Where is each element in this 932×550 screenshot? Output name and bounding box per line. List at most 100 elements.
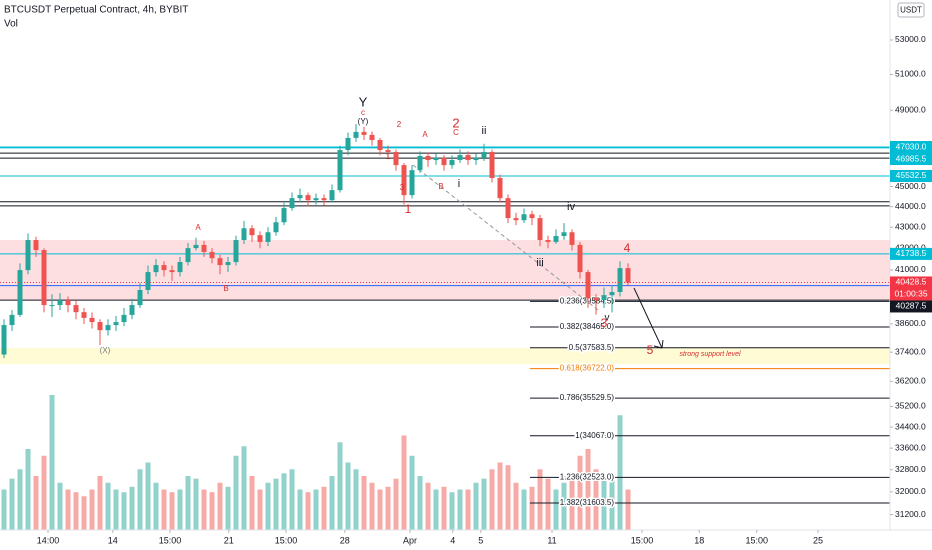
volume-bar bbox=[585, 449, 591, 530]
price-tag-label: 40428.5 bbox=[896, 277, 927, 287]
wave-label: (X) bbox=[100, 346, 111, 355]
candle-body bbox=[521, 214, 527, 221]
wave-label: C bbox=[453, 128, 459, 137]
candle-body bbox=[601, 295, 607, 301]
fib-label: 0.786(35529.5) bbox=[560, 393, 615, 402]
y-tick-label: 41000.0 bbox=[895, 264, 926, 274]
x-tick-label: 15:00 bbox=[631, 535, 654, 545]
wave-label: 2 bbox=[397, 120, 402, 129]
volume-bar bbox=[161, 489, 167, 530]
wave-label: B bbox=[438, 182, 443, 191]
volume-bar bbox=[257, 489, 263, 530]
candle-body bbox=[513, 218, 519, 221]
candle-body bbox=[353, 131, 359, 138]
volume-bar bbox=[313, 489, 319, 530]
price-tag bbox=[890, 169, 932, 182]
wave-label: (Y) bbox=[358, 117, 369, 126]
candle-body bbox=[329, 190, 335, 201]
candle-body bbox=[625, 268, 631, 283]
candle-body bbox=[105, 325, 111, 331]
wave-label: 3 bbox=[400, 183, 405, 192]
y-tick-label: 44000.0 bbox=[895, 201, 926, 211]
wave-label: A bbox=[195, 223, 201, 232]
volume-bar bbox=[433, 489, 439, 530]
wave-label: A bbox=[422, 130, 428, 139]
y-tick-label: 33600.0 bbox=[895, 442, 926, 452]
y-tick-label: 37400.0 bbox=[895, 346, 926, 356]
wave-label: 1 bbox=[405, 202, 412, 216]
candle-body bbox=[553, 236, 559, 242]
wave-label: iii bbox=[536, 257, 543, 269]
volume-bar bbox=[489, 469, 495, 530]
candle-body bbox=[273, 222, 279, 233]
candle-body bbox=[81, 312, 87, 318]
volume-bar bbox=[369, 482, 375, 530]
volume-bar bbox=[73, 492, 79, 530]
wave-label: Y bbox=[359, 94, 368, 109]
volume-bar bbox=[353, 469, 359, 530]
candle-body bbox=[201, 244, 207, 252]
fib-label: 1.382(31603.5) bbox=[560, 498, 615, 507]
zone bbox=[0, 347, 890, 365]
currency-box[interactable] bbox=[897, 2, 925, 18]
volume-bar bbox=[129, 486, 135, 530]
y-tick-label: 32800.0 bbox=[895, 464, 926, 474]
y-tick-label: 42000.0 bbox=[895, 243, 926, 253]
wave-label: ii bbox=[482, 125, 487, 137]
candle-body bbox=[41, 250, 47, 306]
wave-label: B bbox=[223, 284, 228, 293]
currency[interactable]: USDT bbox=[900, 6, 922, 15]
candle-body bbox=[577, 244, 583, 273]
volume-bar bbox=[1, 489, 7, 530]
volume-bar bbox=[409, 455, 415, 530]
candle-body bbox=[409, 170, 415, 196]
candle-body bbox=[49, 305, 55, 307]
volume-bar bbox=[153, 482, 159, 530]
candle-body bbox=[529, 214, 535, 219]
volume-bar bbox=[553, 489, 559, 530]
candle-body bbox=[497, 178, 503, 199]
volume-bar bbox=[385, 486, 391, 530]
candle-body bbox=[257, 235, 263, 242]
candle-body bbox=[361, 131, 367, 135]
y-tick-label: 32000.0 bbox=[895, 486, 926, 496]
candle-body bbox=[233, 240, 239, 263]
volume-bar bbox=[105, 482, 111, 530]
wave-label: v bbox=[605, 313, 610, 324]
candle-body bbox=[25, 240, 31, 271]
candle-body bbox=[305, 195, 311, 201]
candle-body bbox=[369, 134, 375, 140]
candle-body bbox=[393, 151, 399, 166]
volume-bar bbox=[9, 478, 15, 530]
candle-body bbox=[169, 270, 175, 273]
fib-label: 0.5(37583.5) bbox=[569, 343, 615, 352]
volume-bar bbox=[457, 489, 463, 530]
volume-bar bbox=[137, 469, 143, 530]
volume-bar bbox=[193, 478, 199, 530]
volume-bar bbox=[345, 462, 351, 530]
price-tag bbox=[890, 276, 932, 301]
volume-bar bbox=[49, 395, 55, 530]
candle-body bbox=[225, 262, 231, 266]
candle-body bbox=[57, 300, 63, 306]
x-tick-label: 25 bbox=[813, 535, 823, 545]
price-tag bbox=[890, 141, 932, 154]
candle-body bbox=[617, 268, 623, 293]
wave-label: 1 bbox=[386, 152, 391, 161]
y-tick-label: 34400.0 bbox=[895, 421, 926, 431]
candle-body bbox=[97, 322, 103, 331]
candle-body bbox=[121, 314, 127, 323]
volume-bar bbox=[177, 489, 183, 530]
candle-body bbox=[337, 150, 343, 191]
wave-label: c bbox=[361, 108, 365, 117]
price-tag-label: 46985.5 bbox=[896, 153, 927, 163]
volume-bar bbox=[625, 489, 631, 530]
volume-bar bbox=[449, 492, 455, 530]
candle-body bbox=[449, 160, 455, 166]
volume-bar bbox=[377, 489, 383, 530]
volume-bar bbox=[513, 482, 519, 530]
volume-bar bbox=[233, 455, 239, 530]
